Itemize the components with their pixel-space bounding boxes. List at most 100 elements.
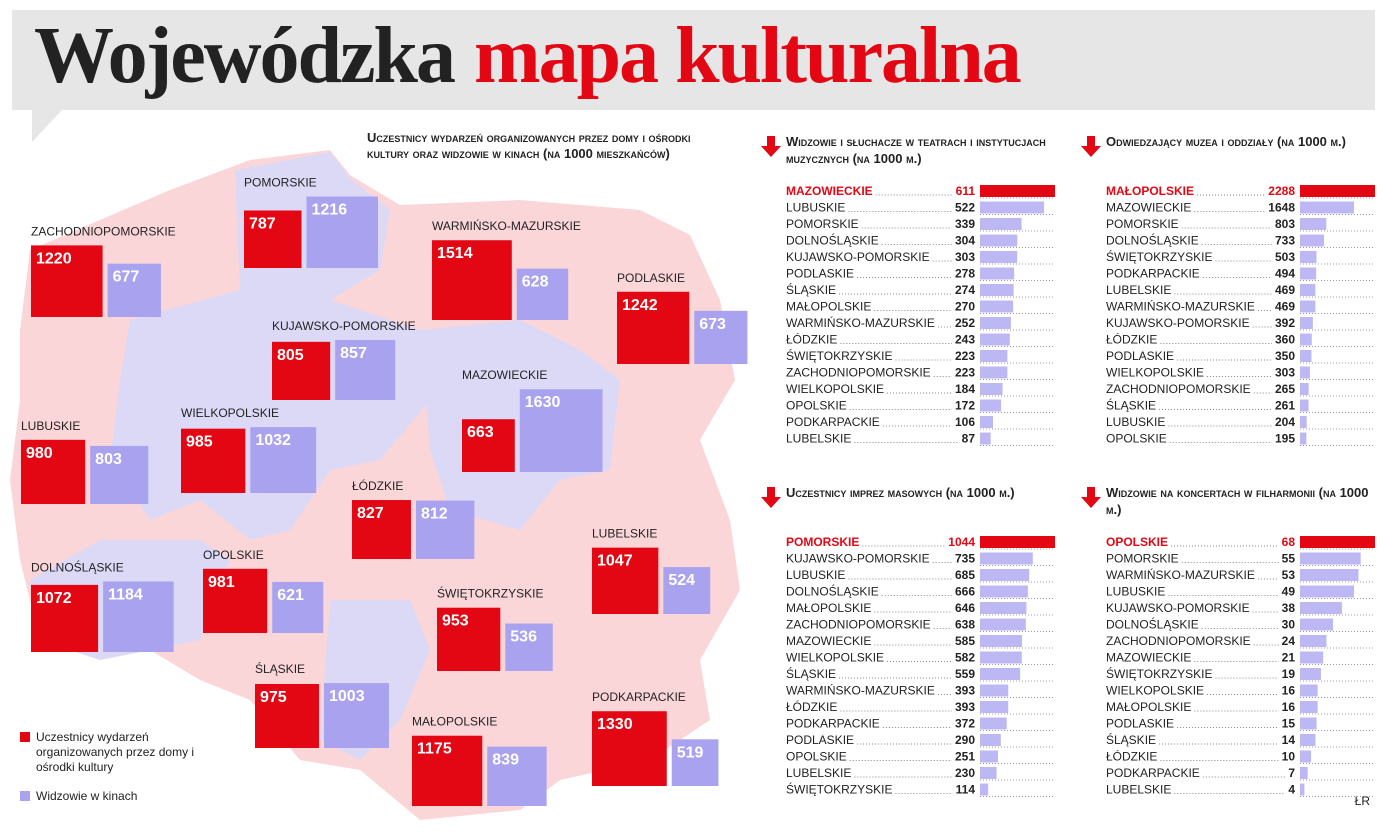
list-category: LUBUSKIE	[786, 201, 845, 215]
cinema-square	[415, 500, 475, 559]
culture-square	[255, 683, 320, 748]
list-category: PODLASKIE	[786, 267, 854, 281]
list-value: 230	[955, 766, 975, 780]
value-label: 1175	[417, 741, 452, 758]
list-value: 303	[1275, 366, 1295, 380]
list-category: DOLNOŚLĄSKIE	[786, 233, 879, 248]
value-label: 673	[699, 316, 726, 333]
bar	[980, 684, 1009, 697]
bar	[1300, 569, 1359, 581]
list-value: 666	[955, 585, 975, 599]
cinema-square	[306, 196, 378, 268]
list-category: ŁÓDZKIE	[786, 332, 837, 347]
bar	[1300, 416, 1307, 428]
list-value: 1044	[948, 535, 975, 549]
bar	[1300, 734, 1316, 746]
text-line: ośrodki kultury	[36, 760, 113, 774]
list-value: 223	[955, 366, 975, 380]
value-label: 1003	[329, 688, 365, 705]
list-category: PODLASKIE	[1106, 349, 1174, 363]
list-value: 2288	[1268, 184, 1295, 198]
bar	[980, 432, 991, 445]
text-line: Widzowie w kinach	[36, 789, 137, 803]
bar	[980, 569, 1030, 581]
list-value: 733	[1275, 234, 1295, 248]
value-label: 827	[357, 505, 384, 522]
region-label: PODLASKIE	[617, 271, 685, 285]
list-category: OPOLSKIE	[1106, 535, 1168, 549]
list-category: POMORSKIE	[1106, 217, 1179, 231]
list-category: ZACHODNIOPOMORSKIE	[786, 618, 931, 632]
bar	[980, 416, 994, 428]
list-value: 559	[955, 667, 975, 681]
bar	[980, 201, 1045, 214]
list-value: 585	[955, 634, 975, 648]
region-label: ŁÓDZKIE	[352, 478, 403, 493]
bar	[1300, 234, 1325, 247]
list-category: LUBUSKIE	[1106, 415, 1165, 429]
list-category: MAŁOPOLSKIE	[1106, 184, 1194, 198]
value-label: 1220	[36, 250, 72, 267]
list-value: 49	[1282, 585, 1296, 599]
value-label: 524	[668, 572, 695, 589]
culture-square	[592, 547, 659, 614]
bar	[1300, 201, 1355, 214]
bar	[1300, 317, 1313, 329]
list-value: 223	[955, 349, 975, 363]
list-category: ŚLĄSKIE	[786, 666, 836, 681]
list-value: 30	[1282, 618, 1296, 632]
value-label: 985	[186, 434, 213, 451]
bar	[980, 366, 1008, 379]
header-band	[12, 10, 1375, 110]
list-value: 261	[1275, 399, 1295, 413]
culture-square	[31, 584, 99, 652]
text-line: muzycznych (na 1000 m.)	[786, 151, 922, 166]
region-label: MAŁOPOLSKIE	[412, 715, 497, 729]
title-part1: Wojewódzka	[34, 12, 455, 100]
bar	[1300, 251, 1317, 263]
list-value: 53	[1282, 568, 1296, 582]
bar	[1300, 585, 1355, 598]
bar	[980, 185, 1055, 197]
value-label: 663	[467, 424, 494, 441]
list-category: ŁÓDZKIE	[786, 699, 837, 714]
list-category: DOLNOŚLĄSKIE	[1106, 617, 1199, 632]
value-label: 628	[522, 274, 549, 291]
list-value: 339	[955, 217, 975, 231]
list-value: 290	[955, 733, 975, 747]
list-value: 392	[1275, 316, 1295, 330]
bar	[1300, 701, 1318, 713]
region-label: ŚLĄSKIE	[255, 661, 305, 676]
list-value: 265	[1275, 382, 1295, 396]
list-value: 24	[1282, 634, 1296, 648]
list-value: 303	[955, 250, 975, 264]
list-category: ŚLĄSKIE	[1106, 732, 1156, 747]
list-category: MAŁOPOLSKIE	[1106, 700, 1191, 714]
bar	[980, 552, 1033, 565]
list-category: PODLASKIE	[786, 733, 854, 747]
list-value: 172	[955, 399, 975, 413]
legend-swatch	[20, 791, 30, 801]
value-label: 953	[442, 613, 469, 630]
list-value: 195	[1275, 432, 1295, 446]
list-category: PODLASKIE	[1106, 717, 1174, 731]
list-category: MAZOWIECKIE	[786, 184, 873, 198]
list-category: LUBELSKIE	[1106, 783, 1171, 797]
list-value: 469	[1275, 283, 1295, 297]
list-value: 184	[955, 382, 975, 396]
text-line: Uczestnicy imprez masowych (na 1000 m.)	[786, 485, 1015, 500]
value-label: 1630	[525, 394, 561, 411]
value-label: 812	[421, 506, 448, 523]
culture-square	[181, 428, 246, 493]
bar	[980, 585, 1028, 598]
culture-square	[462, 419, 515, 472]
bar	[980, 767, 997, 779]
culture-square	[244, 210, 302, 268]
region-label: OPOLSKIE	[203, 548, 264, 562]
list-category: KUJAWSKO-POMORSKIE	[786, 250, 930, 264]
list-category: WIELKOPOLSKIE	[1106, 366, 1204, 380]
list-value: 7	[1288, 766, 1295, 780]
bar	[980, 734, 1001, 746]
legend-label: Widzowie w kinach	[36, 789, 137, 803]
value-label: 1514	[437, 245, 473, 262]
